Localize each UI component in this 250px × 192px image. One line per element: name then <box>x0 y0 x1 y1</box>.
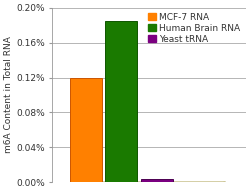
Polygon shape <box>66 181 226 187</box>
Y-axis label: m6A Content in Total RNA: m6A Content in Total RNA <box>4 36 13 153</box>
Bar <box>105 21 137 182</box>
Bar <box>141 179 173 182</box>
Bar <box>70 78 102 182</box>
Legend: MCF-7 RNA, Human Brain RNA, Yeast tRNA: MCF-7 RNA, Human Brain RNA, Yeast tRNA <box>147 12 241 45</box>
